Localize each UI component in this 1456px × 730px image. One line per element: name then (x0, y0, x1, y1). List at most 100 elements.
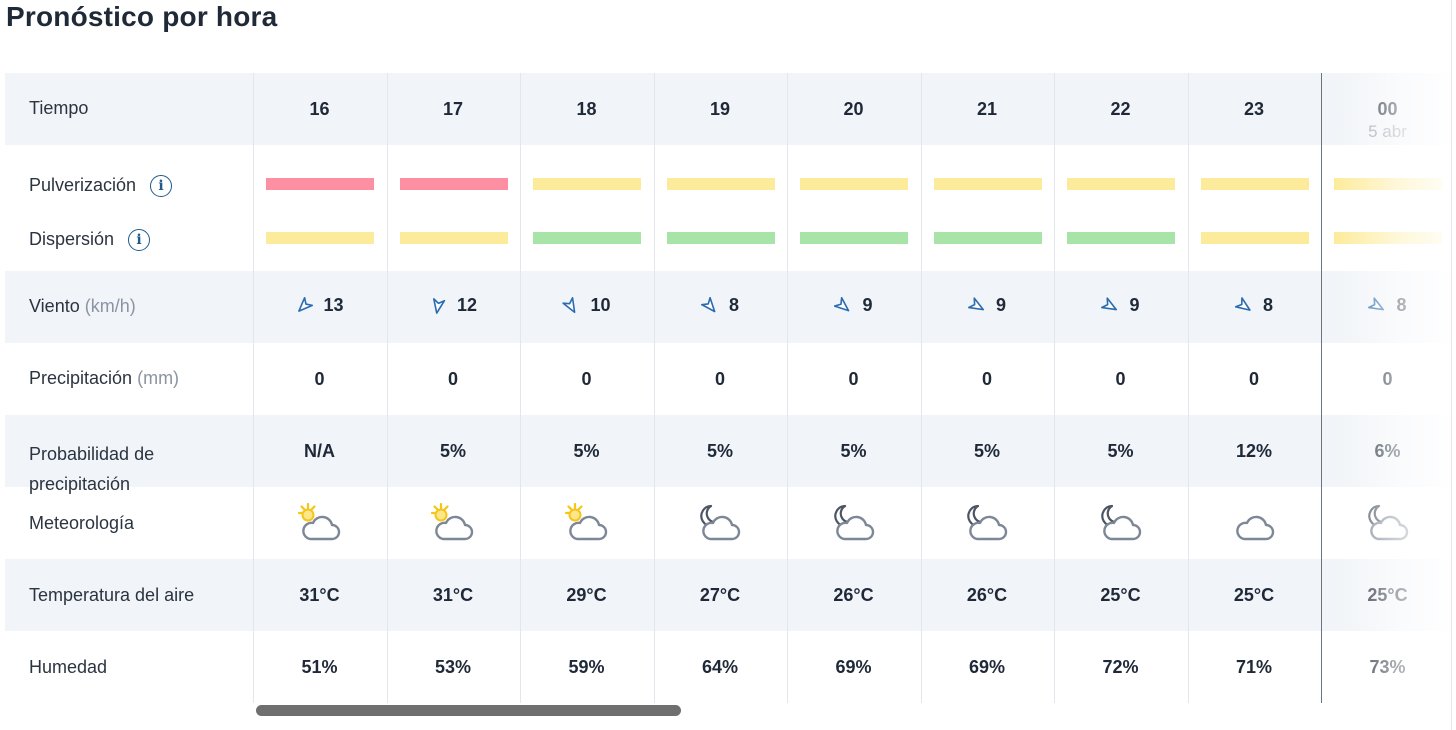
wind-cell: 13 (253, 295, 386, 316)
spray-bar (533, 178, 641, 190)
dispersion-bar (666, 232, 775, 244)
spray-label: Pulverización i (29, 175, 173, 198)
dispersion-info-icon[interactable]: i (128, 229, 151, 252)
precip-row: Precipitación (mm) (5, 343, 1456, 415)
hour-header[interactable]: 17 (442, 99, 464, 119)
sun-cloud-icon (520, 501, 653, 550)
precip-probability-value: 12% (1235, 441, 1273, 461)
dispersion-bar (399, 232, 508, 244)
hour-header[interactable]: 19 (709, 99, 731, 119)
cloud-icon (1188, 501, 1321, 550)
temperature-label: Temperatura del aire (29, 585, 195, 605)
precip-value: 0 (1382, 369, 1393, 389)
wind-label: Viento (km/h) (29, 296, 136, 316)
dispersion-label: Dispersión i (29, 229, 151, 252)
column-divider (787, 73, 788, 703)
spray-bar (800, 178, 908, 190)
humidity-value: 64% (701, 657, 739, 677)
precip-probability-label: Probabilidad de precipitación (29, 444, 155, 494)
wind-arrow-icon (1368, 297, 1385, 311)
precip-value: 0 (314, 369, 325, 389)
column-divider (1187, 73, 1189, 703)
wind-value: 9 (1129, 295, 1140, 315)
horizontal-scrollbar[interactable] (256, 705, 681, 716)
column-divider (653, 73, 655, 703)
wind-value: 8 (1396, 295, 1407, 315)
wind-cell: 9 (787, 295, 920, 316)
dispersion-bar (1067, 232, 1175, 244)
wind-value: 8 (728, 295, 739, 315)
wind-cell: 8 (1188, 295, 1321, 316)
wind-arrow-icon (562, 297, 576, 314)
wind-value: 9 (995, 295, 1006, 315)
column-divider (253, 73, 254, 703)
hour-header[interactable]: 22 (1110, 99, 1131, 119)
wind-cell: 10 (520, 295, 653, 316)
spray-bar (1334, 178, 1442, 190)
spray-bar (666, 178, 775, 190)
moon-cloud-icon (787, 501, 920, 550)
wind-cell: 9 (921, 295, 1054, 316)
temperature-row: Temperatura del aire (5, 559, 1456, 631)
precip-value: 0 (447, 369, 458, 389)
time-label: Tiempo (29, 98, 89, 118)
hour-header[interactable]: 23 (1243, 99, 1265, 119)
precip-value: 0 (714, 369, 725, 389)
precip-probability-value: 6% (1374, 441, 1401, 461)
temperature-value: 26°C (966, 585, 1008, 605)
hour-header[interactable]: 18 (576, 99, 597, 119)
humidity-label: Humedad (29, 657, 108, 677)
precip-value: 0 (1115, 369, 1126, 389)
precip-probability-value: 5% (573, 441, 600, 461)
spray-bar (933, 178, 1042, 190)
hour-header[interactable]: 16 (309, 99, 330, 119)
precip-value: 0 (848, 369, 859, 389)
wind-arrow-icon (834, 297, 850, 312)
hour-header[interactable]: 00 5 abr (1321, 99, 1454, 142)
sun-cloud-icon (387, 501, 520, 550)
humidity-value: 73% (1369, 657, 1406, 677)
column-divider (386, 73, 388, 703)
moon-cloud-icon (921, 501, 1054, 550)
weather-label: Meteorología (29, 513, 135, 533)
temperature-value: 29°C (566, 585, 607, 605)
moon-cloud-icon (1054, 501, 1187, 550)
spray-bar (399, 178, 508, 190)
humidity-value: 53% (434, 657, 472, 677)
precip-value: 0 (581, 369, 592, 389)
wind-arrow-icon (700, 297, 716, 313)
time-row: Tiempo (5, 73, 1456, 145)
right-border (1451, 0, 1452, 730)
temperature-value: 31°C (299, 585, 340, 605)
precip-probability-value: 5% (706, 441, 733, 461)
wind-value: 10 (590, 295, 611, 315)
wind-arrow-icon (298, 297, 314, 313)
precip-probability-value: 5% (1107, 441, 1134, 461)
precip-value: 0 (1248, 369, 1259, 389)
spray-bar (1067, 178, 1175, 190)
wind-arrow-icon (432, 298, 446, 315)
wind-arrow-icon (968, 297, 985, 311)
hour-header[interactable]: 20 (843, 99, 864, 119)
weather-row: Meteorología (5, 487, 1456, 559)
column-divider (1321, 73, 1322, 703)
column-divider (920, 73, 922, 703)
temperature-value: 25°C (1367, 585, 1408, 605)
wind-arrow-icon (1101, 297, 1118, 311)
sun-cloud-icon (253, 501, 386, 550)
wind-cell: 8 (654, 295, 787, 316)
dispersion-bar (1200, 232, 1309, 244)
column-divider (1054, 73, 1055, 703)
humidity-value: 69% (835, 657, 872, 677)
wind-value: 12 (456, 295, 478, 315)
humidity-value: 72% (1102, 657, 1139, 677)
wind-value: 9 (862, 295, 873, 315)
temperature-value: 31°C (432, 585, 474, 605)
wind-cell: 8 (1321, 295, 1454, 316)
hour-header[interactable]: 21 (976, 99, 998, 119)
humidity-value: 69% (968, 657, 1006, 677)
precip-probability-value: N/A (304, 441, 335, 461)
hourly-forecast-table: Tiempo Pulverización i Dispersión i Viento… (5, 73, 1456, 703)
spray-info-icon[interactable]: i (150, 175, 173, 198)
precip-probability-value: 5% (840, 441, 867, 461)
